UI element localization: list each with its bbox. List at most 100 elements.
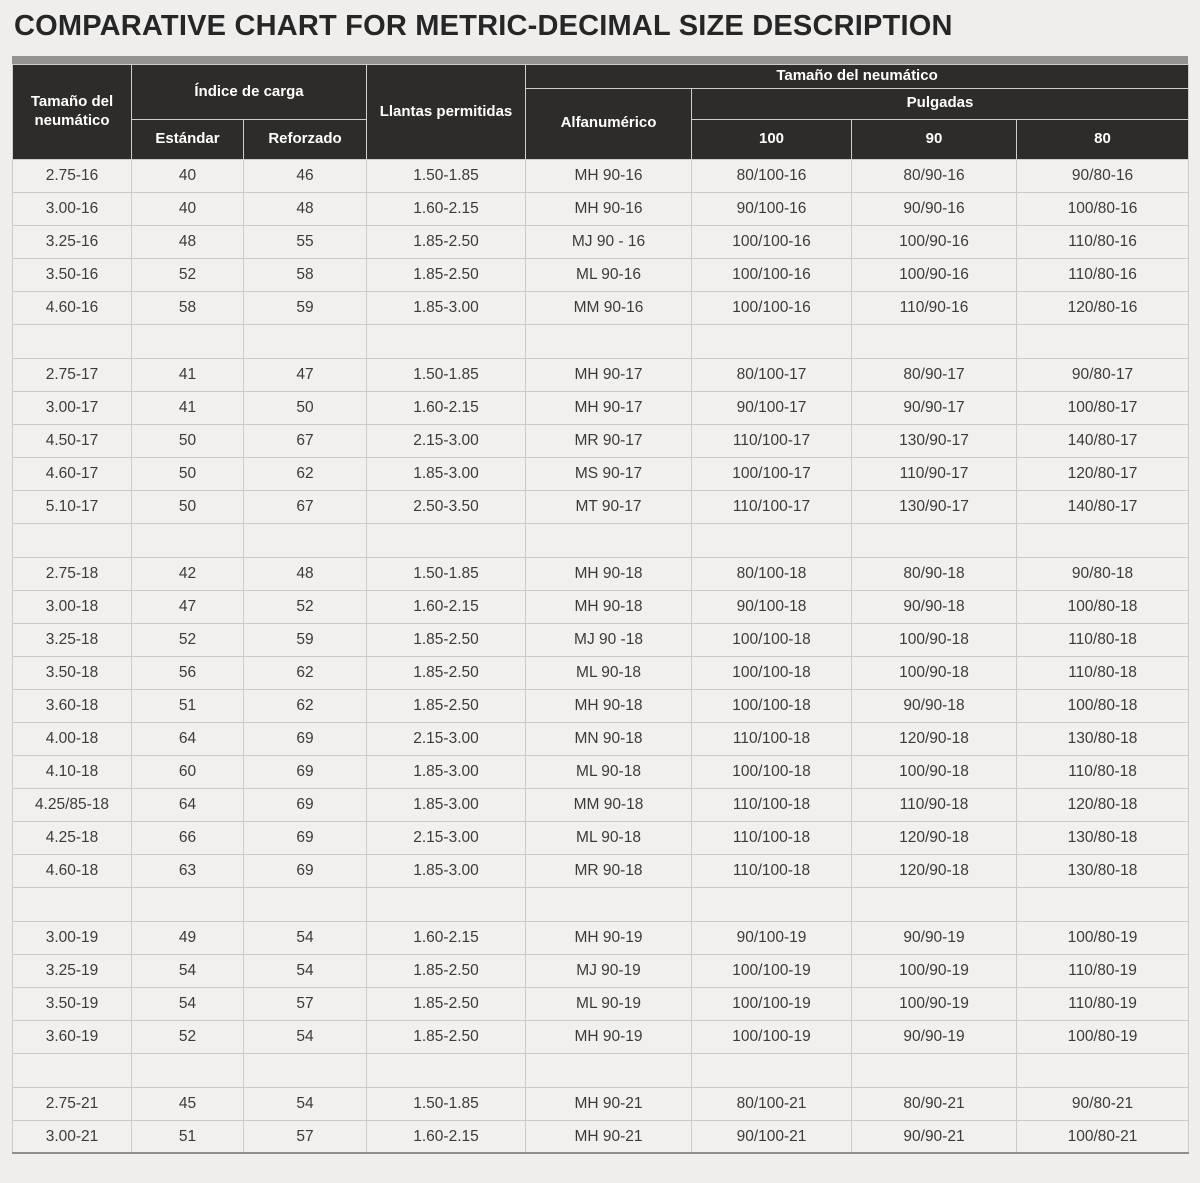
empty-cell <box>1015 886 1190 922</box>
table-row-rim-16: 4.60-16 58 59 1.85-3.00 MM 90-16 100/100-16 11… <box>12 290 1190 325</box>
empty-cell <box>366 522 526 558</box>
table-cell: 110/90-17 <box>851 456 1017 491</box>
table-cell: 1.50-1.85 <box>366 357 526 392</box>
empty-cell <box>131 1052 244 1088</box>
empty-cell <box>12 886 132 922</box>
table-cell: 62 <box>243 456 367 491</box>
empty-cell <box>691 323 852 359</box>
table-cell: 100/80-19 <box>1015 1019 1190 1054</box>
table-row-rim-18: 3.60-18 51 62 1.85-2.50 MH 90-18 100/100-18 90… <box>12 688 1190 723</box>
table-cell: 59 <box>243 290 367 325</box>
table-cell: 1.85-2.50 <box>366 953 526 988</box>
empty-cell <box>525 522 692 558</box>
table-cell: 90/100-21 <box>691 1119 852 1154</box>
table-cell: 69 <box>243 721 367 756</box>
table-cell: MH 90-21 <box>525 1119 692 1154</box>
empty-cell <box>243 323 367 359</box>
empty-cell <box>691 886 852 922</box>
empty-cell <box>851 323 1017 359</box>
table-cell: 100/80-18 <box>1015 688 1190 723</box>
header-load-index: Índice de carga <box>131 64 367 120</box>
table-cell: 54 <box>243 953 367 988</box>
table-cell: MH 90-16 <box>525 191 692 226</box>
table-cell: 130/90-17 <box>851 423 1017 458</box>
table-cell: 100/90-19 <box>851 953 1017 988</box>
table-cell: 90/80-17 <box>1015 357 1190 392</box>
table-cell: 3.50-18 <box>12 655 132 690</box>
table-cell: MR 90-18 <box>525 853 692 888</box>
empty-cell <box>525 1052 692 1088</box>
table-cell: 100/90-18 <box>851 655 1017 690</box>
table-cell: 4.25/85-18 <box>12 787 132 822</box>
header-inches-90: 90 <box>851 118 1017 160</box>
table-body: 2.75-16 40 46 1.50-1.85 MH 90-16 80/100-16 80/… <box>12 158 1190 1154</box>
table-cell: 69 <box>243 754 367 789</box>
empty-cell <box>12 1052 132 1088</box>
table-cell: 90/80-21 <box>1015 1086 1190 1121</box>
table-cell: 4.50-17 <box>12 423 132 458</box>
table-cell: 60 <box>131 754 244 789</box>
table-cell: 110/90-16 <box>851 290 1017 325</box>
table-cell: 120/80-18 <box>1015 787 1190 822</box>
table-cell: 3.25-18 <box>12 622 132 657</box>
empty-cell <box>851 886 1017 922</box>
table-cell: 1.50-1.85 <box>366 556 526 591</box>
table-cell: 50 <box>131 423 244 458</box>
table-cell: 52 <box>131 622 244 657</box>
table-cell: 1.85-2.50 <box>366 986 526 1021</box>
table-cell: 63 <box>131 853 244 888</box>
table-cell: 2.15-3.00 <box>366 820 526 855</box>
table-cell: 80/90-17 <box>851 357 1017 392</box>
table-cell: 3.60-18 <box>12 688 132 723</box>
table-cell: 110/80-19 <box>1015 953 1190 988</box>
table-row-rim-18: 4.25/85-18 64 69 1.85-3.00 MM 90-18 110/100-1… <box>12 787 1190 822</box>
table-cell: 3.50-16 <box>12 257 132 292</box>
empty-cell <box>851 1052 1017 1088</box>
table-cell: 90/100-18 <box>691 589 852 624</box>
empty-cell <box>12 522 132 558</box>
table-cell: 1.60-2.15 <box>366 191 526 226</box>
table-cell: 57 <box>243 1119 367 1154</box>
table-cell: MH 90-18 <box>525 589 692 624</box>
table-cell: 3.25-16 <box>12 224 132 259</box>
header-inches-100: 100 <box>691 118 852 160</box>
table-cell: 4.60-17 <box>12 456 132 491</box>
table-cell: MH 90-16 <box>525 158 692 193</box>
table-cell: 90/90-19 <box>851 920 1017 955</box>
table-cell: 100/100-18 <box>691 754 852 789</box>
table-cell: 54 <box>131 953 244 988</box>
table-cell: 110/100-18 <box>691 820 852 855</box>
table-cell: MH 90-18 <box>525 556 692 591</box>
table-cell: 51 <box>131 688 244 723</box>
table-cell: 54 <box>243 920 367 955</box>
table-cell: 3.00-21 <box>12 1119 132 1154</box>
table-cell: MM 90-18 <box>525 787 692 822</box>
table-cell: 100/100-19 <box>691 953 852 988</box>
header-row-3: Estándar Reforzado 100 90 80 <box>13 118 1190 160</box>
table-cell: 110/80-16 <box>1015 224 1190 259</box>
table-cell: 90/90-17 <box>851 390 1017 425</box>
table-cell: MH 90-17 <box>525 390 692 425</box>
table-cell: 110/80-18 <box>1015 622 1190 657</box>
table-cell: 55 <box>243 224 367 259</box>
table-cell: 100/100-19 <box>691 1019 852 1054</box>
empty-cell <box>1015 323 1190 359</box>
empty-cell <box>366 886 526 922</box>
table-cell: 1.60-2.15 <box>366 920 526 955</box>
table-cell: 100/80-16 <box>1015 191 1190 226</box>
table-cell: MH 90-19 <box>525 920 692 955</box>
table-cell: 2.15-3.00 <box>366 721 526 756</box>
table-row-rim-19: 3.60-19 52 54 1.85-2.50 MH 90-19 100/100-19 90… <box>12 1019 1190 1054</box>
empty-cell <box>243 1052 367 1088</box>
table-cell: 1.85-3.00 <box>366 787 526 822</box>
table-cell: 51 <box>131 1119 244 1154</box>
table-cell: MT 90-17 <box>525 489 692 524</box>
table-cell: MN 90-18 <box>525 721 692 756</box>
table-cell: 66 <box>131 820 244 855</box>
empty-cell <box>525 886 692 922</box>
table-cell: 100/90-19 <box>851 986 1017 1021</box>
table-cell: 140/80-17 <box>1015 423 1190 458</box>
table-cell: 100/80-18 <box>1015 589 1190 624</box>
table-cell: 120/80-17 <box>1015 456 1190 491</box>
table-cell: MJ 90 -18 <box>525 622 692 657</box>
